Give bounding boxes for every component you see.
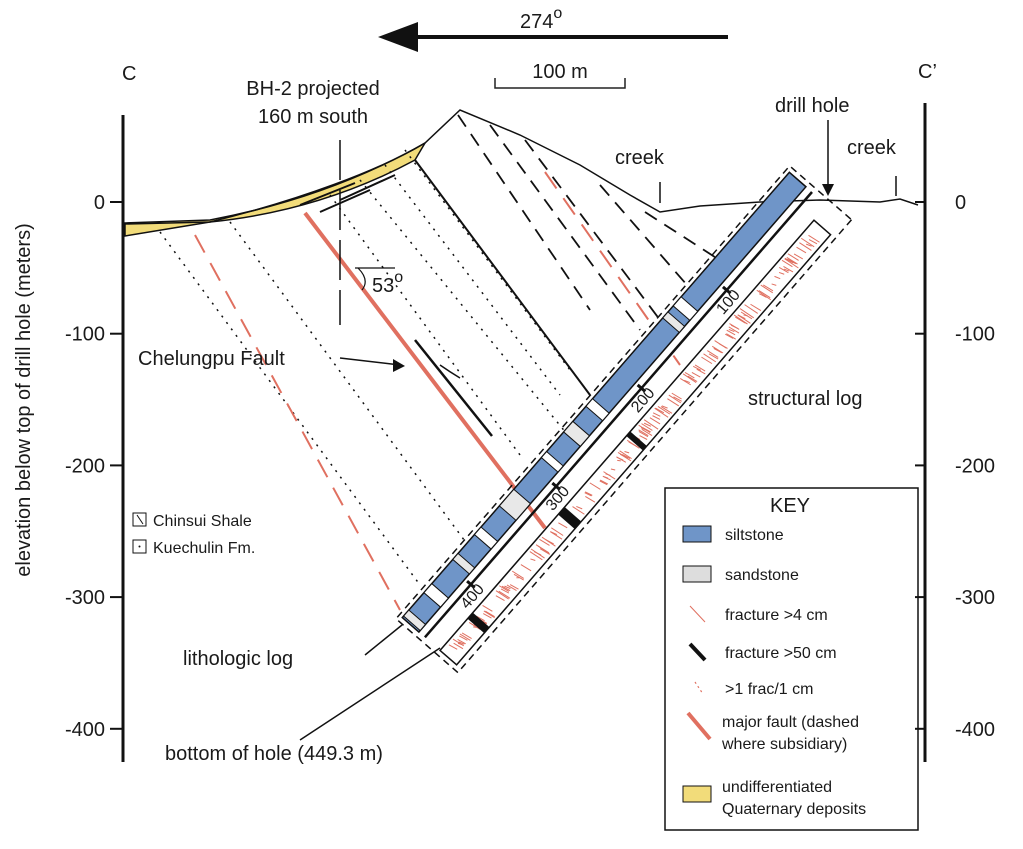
section-end: C’ <box>918 61 937 83</box>
chelungpu-fault <box>305 213 545 528</box>
key-swatch <box>683 526 711 542</box>
key-label: sandstone <box>725 567 799 584</box>
tick-label: 0 <box>94 192 105 214</box>
bottom-label: bottom of hole (449.3 m) <box>165 743 383 765</box>
direction-label: 274o <box>520 5 562 33</box>
key-label: where subsidiary) <box>721 736 847 753</box>
pointer-head <box>393 359 405 372</box>
key-label: Quaternary deposits <box>722 801 866 818</box>
key-title: KEY <box>770 495 810 517</box>
key-label: >1 frac/1 cm <box>725 681 813 698</box>
structural-log-label: structural log <box>748 388 863 410</box>
tick-label: -200 <box>65 455 105 477</box>
tick-label: -100 <box>955 324 995 346</box>
tick-label: -400 <box>955 719 995 741</box>
bh2-label: BH-2 projected <box>246 78 379 100</box>
key-label: fracture >50 cm <box>725 645 837 662</box>
quaternary-deposits <box>125 143 425 236</box>
chinsui-contact <box>415 160 590 395</box>
bh2-label: 160 m south <box>258 106 368 128</box>
creek-label: creek <box>615 147 665 169</box>
litho-pointer <box>365 625 402 655</box>
lithologic-log-label: lithologic log <box>183 648 293 670</box>
key-label: siltstone <box>725 527 784 544</box>
fault-label: Chelungpu Fault <box>138 348 285 370</box>
tick-label: -400 <box>65 719 105 741</box>
scale-label: 100 m <box>532 61 588 83</box>
inset-legend-item: Kuechulin Fm. <box>153 540 255 557</box>
key-label: undifferentiated <box>722 779 832 796</box>
section-start: C <box>122 63 136 85</box>
bottom-pointer <box>300 648 440 740</box>
fault-slip <box>415 340 492 436</box>
key-swatch <box>683 566 711 582</box>
tick-label: 0 <box>955 192 966 214</box>
tick-label: -300 <box>65 587 105 609</box>
key-label: fracture >4 cm <box>725 607 828 624</box>
tick-label: -100 <box>65 324 105 346</box>
pointer-head <box>822 184 834 196</box>
arrow-head <box>378 22 418 52</box>
creek-label: creek <box>847 137 897 159</box>
swatch-dot <box>139 546 141 548</box>
fault-pointer <box>340 358 400 365</box>
drill-hole-label: drill hole <box>775 95 849 117</box>
cross-section: 274o C C’ 100 m elevation below top of d… <box>0 0 1023 849</box>
key-label: major fault (dashed <box>722 714 859 731</box>
tick-label: -300 <box>955 587 995 609</box>
key-swatch <box>683 786 711 802</box>
inset-legend-item: Chinsui Shale <box>153 513 252 530</box>
tick-label: -200 <box>955 455 995 477</box>
y-axis-label: elevation below top of drill hole (meter… <box>13 223 35 577</box>
